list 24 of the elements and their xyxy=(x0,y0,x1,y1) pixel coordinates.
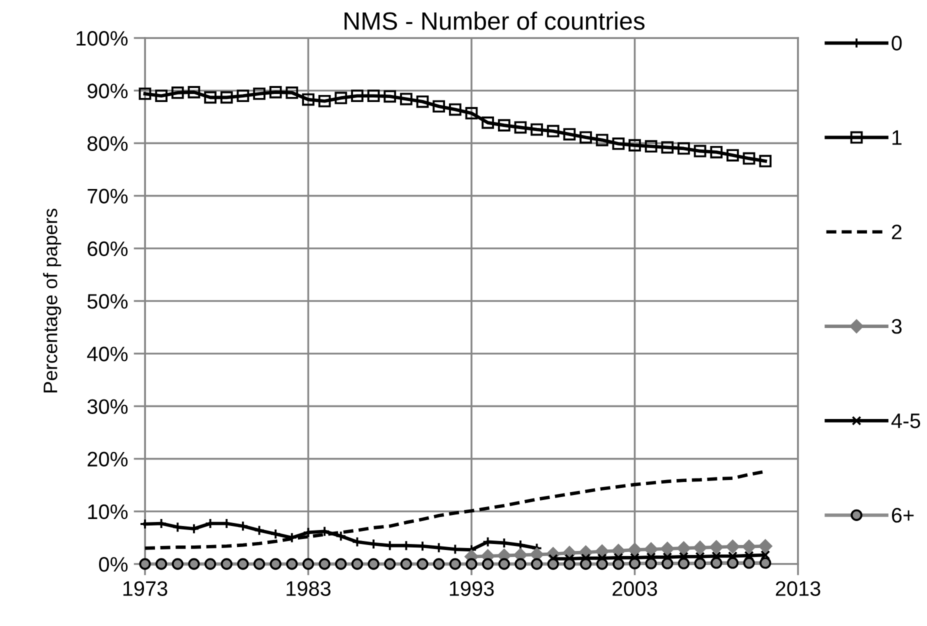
y-tick-label: 70% xyxy=(88,188,128,204)
x-tick-label: 1983 xyxy=(286,581,331,596)
y-tick-label: 10% xyxy=(88,504,128,520)
legend-label: 4-5 xyxy=(891,414,920,428)
x-tick-label: 2013 xyxy=(776,581,820,596)
x-tick-label: 2003 xyxy=(612,581,658,596)
y-tick-label: 100% xyxy=(76,31,128,46)
x-tick-label: 1973 xyxy=(123,581,168,596)
legend-label: 6+ xyxy=(892,508,914,523)
y-axis-title: Percentage of papers xyxy=(43,208,62,392)
y-tick-label: 0% xyxy=(99,557,128,572)
legend-label: 1 xyxy=(892,130,902,145)
legend-label: 2 xyxy=(892,224,902,240)
y-tick-label: 60% xyxy=(88,241,128,256)
y-tick-label: 40% xyxy=(87,346,128,362)
x-tick-label: 1993 xyxy=(450,581,494,596)
y-tick-label: 80% xyxy=(88,136,128,151)
y-tick-label: 30% xyxy=(87,399,128,414)
chart-title: NMS - Number of countries xyxy=(344,12,645,30)
y-tick-label: 50% xyxy=(87,294,128,309)
y-tick-label: 20% xyxy=(88,452,128,467)
legend-label: 0 xyxy=(892,36,902,51)
y-tick-label: 90% xyxy=(88,84,128,98)
legend-label: 3 xyxy=(892,319,902,334)
